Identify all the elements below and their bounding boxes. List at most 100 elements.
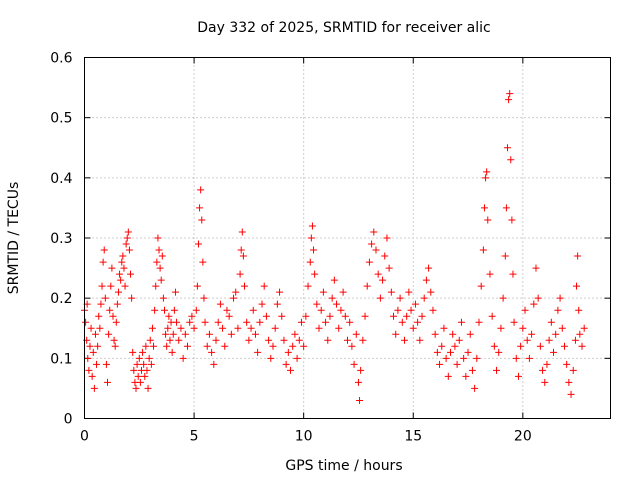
data-point	[219, 324, 227, 332]
data-point	[113, 300, 121, 308]
data-point	[442, 354, 450, 362]
data-point	[431, 330, 439, 338]
data-point	[208, 348, 216, 356]
data-point	[141, 372, 149, 380]
data-point	[381, 252, 389, 260]
data-point	[156, 264, 164, 272]
data-point	[556, 294, 564, 302]
data-point	[269, 342, 277, 350]
data-point	[390, 312, 398, 320]
data-point	[193, 282, 201, 290]
data-point	[447, 348, 455, 356]
data-point	[186, 318, 194, 326]
data-point	[324, 336, 332, 344]
data-point	[237, 246, 245, 254]
data-point	[214, 318, 222, 326]
data-point	[165, 312, 173, 320]
data-point	[110, 336, 118, 344]
data-point	[357, 366, 365, 374]
axis-ticks: 0 0.1 0.2 0.3 0.4 0.5 0.6 0 5 10 15 20	[50, 51, 611, 445]
data-point	[210, 360, 218, 368]
data-point	[177, 324, 185, 332]
data-point	[260, 282, 268, 290]
data-point	[86, 342, 94, 350]
data-point	[124, 228, 132, 236]
data-point	[170, 306, 178, 314]
data-point	[530, 300, 538, 308]
y-axis-label: SRMTID / TECUs	[6, 182, 22, 295]
data-point	[267, 354, 275, 362]
data-point	[291, 330, 299, 338]
data-point	[278, 312, 286, 320]
data-point	[372, 246, 380, 254]
data-point	[197, 186, 205, 194]
data-point	[580, 324, 588, 332]
data-point	[192, 306, 200, 314]
data-point	[240, 282, 248, 290]
data-point	[109, 312, 117, 320]
y-tick-label: 0.4	[50, 171, 72, 187]
data-point	[95, 312, 103, 320]
data-point	[499, 294, 507, 302]
data-point	[407, 306, 415, 314]
data-point	[159, 294, 167, 302]
data-point	[251, 330, 259, 338]
data-point	[376, 294, 384, 302]
data-point	[475, 318, 483, 326]
data-point	[162, 330, 170, 338]
data-point	[297, 318, 305, 326]
data-point	[427, 288, 435, 296]
data-point	[151, 306, 159, 314]
x-tick-label: 10	[295, 429, 313, 445]
data-point	[341, 312, 349, 320]
data-point	[216, 300, 224, 308]
x-tick-label: 20	[514, 429, 532, 445]
data-point	[488, 312, 496, 320]
x-axis-label: GPS time / hours	[285, 458, 402, 474]
data-point	[143, 366, 151, 374]
data-point	[247, 324, 255, 332]
data-point	[91, 330, 99, 338]
data-point	[440, 324, 448, 332]
data-point	[550, 348, 558, 356]
data-point	[387, 288, 395, 296]
x-tick-label: 15	[404, 429, 422, 445]
data-point	[100, 246, 108, 254]
data-point	[460, 354, 468, 362]
data-point	[451, 342, 459, 350]
data-point	[188, 312, 196, 320]
data-point	[97, 300, 105, 308]
data-point	[104, 378, 112, 386]
data-point	[508, 216, 516, 224]
data-point	[173, 318, 181, 326]
data-point	[157, 276, 165, 284]
data-point	[106, 306, 114, 314]
data-point	[125, 246, 133, 254]
data-point	[236, 270, 244, 278]
data-point	[565, 378, 573, 386]
data-point	[416, 336, 424, 344]
data-point	[307, 234, 315, 242]
data-point	[127, 270, 135, 278]
data-point	[462, 372, 470, 380]
data-point	[136, 378, 144, 386]
data-point	[194, 240, 202, 248]
data-point	[128, 294, 136, 302]
data-point	[374, 270, 382, 278]
data-point	[534, 294, 542, 302]
data-point	[116, 270, 124, 278]
data-point	[265, 336, 273, 344]
data-point	[164, 324, 172, 332]
data-point	[483, 168, 491, 176]
data-point	[205, 330, 213, 338]
data-point	[130, 366, 138, 374]
data-point	[354, 378, 362, 386]
data-point	[243, 318, 251, 326]
data-point	[523, 336, 531, 344]
data-point	[302, 312, 310, 320]
data-point	[444, 372, 452, 380]
data-point	[505, 96, 513, 104]
data-point	[89, 348, 97, 356]
data-point	[503, 144, 511, 152]
data-point	[392, 330, 400, 338]
